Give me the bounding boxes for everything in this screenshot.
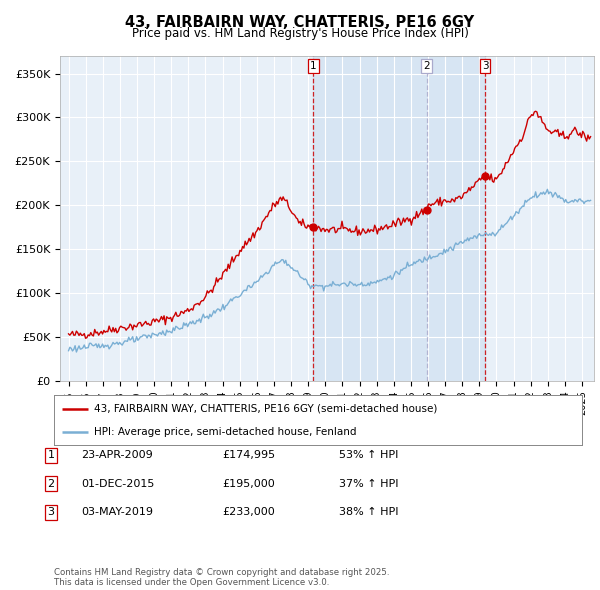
Text: HPI: Average price, semi-detached house, Fenland: HPI: Average price, semi-detached house,… [94,427,356,437]
Text: 38% ↑ HPI: 38% ↑ HPI [339,507,398,517]
Text: 2: 2 [47,479,55,489]
Text: £233,000: £233,000 [222,507,275,517]
Text: 43, FAIRBAIRN WAY, CHATTERIS, PE16 6GY: 43, FAIRBAIRN WAY, CHATTERIS, PE16 6GY [125,15,475,30]
Text: 2: 2 [423,61,430,71]
Text: 37% ↑ HPI: 37% ↑ HPI [339,479,398,489]
Text: 23-APR-2009: 23-APR-2009 [81,451,153,460]
Text: 3: 3 [482,61,488,71]
Text: £195,000: £195,000 [222,479,275,489]
Text: Price paid vs. HM Land Registry's House Price Index (HPI): Price paid vs. HM Land Registry's House … [131,27,469,40]
Text: 1: 1 [47,451,55,460]
Text: 03-MAY-2019: 03-MAY-2019 [81,507,153,517]
Text: 43, FAIRBAIRN WAY, CHATTERIS, PE16 6GY (semi-detached house): 43, FAIRBAIRN WAY, CHATTERIS, PE16 6GY (… [94,404,437,414]
Text: Contains HM Land Registry data © Crown copyright and database right 2025.
This d: Contains HM Land Registry data © Crown c… [54,568,389,587]
Text: 53% ↑ HPI: 53% ↑ HPI [339,451,398,460]
Text: 1: 1 [310,61,317,71]
Bar [313,56,485,381]
Text: 3: 3 [47,507,55,517]
Text: £174,995: £174,995 [222,451,275,460]
Text: 01-DEC-2015: 01-DEC-2015 [81,479,154,489]
